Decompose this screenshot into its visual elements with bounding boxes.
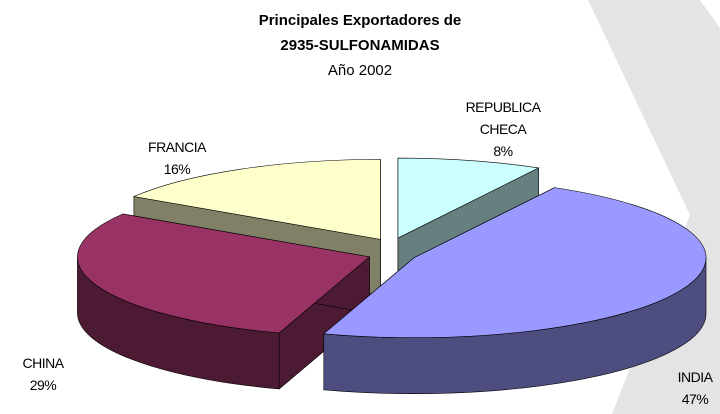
chart-title: Principales Exportadores de [258,12,462,29]
category-label: REPUBLICA CHECA [465,99,541,137]
category-label: INDIA [677,369,713,385]
category-label: CHINA [22,355,64,371]
slice-label: CHINA 29% [0,352,98,396]
slice-label: INDIA 47% [640,366,720,410]
slice-label: REPUBLICA CHECA 8% [458,96,548,162]
value-label: 8% [493,143,513,159]
chart-subtitle: 2935-SULFONAMIDAS [280,37,440,54]
slice-top [397,157,540,239]
value-label: 29% [29,377,57,393]
slice-top [323,187,707,338]
value-label: 16% [163,161,191,177]
slice-top [77,213,371,334]
chart-subtitle: Año 2002 [327,62,393,79]
slice-top [132,159,381,240]
category-label: FRANCIA [148,139,206,155]
slice-label: FRANCIA 16% [122,136,232,180]
value-label: 47% [681,391,709,407]
